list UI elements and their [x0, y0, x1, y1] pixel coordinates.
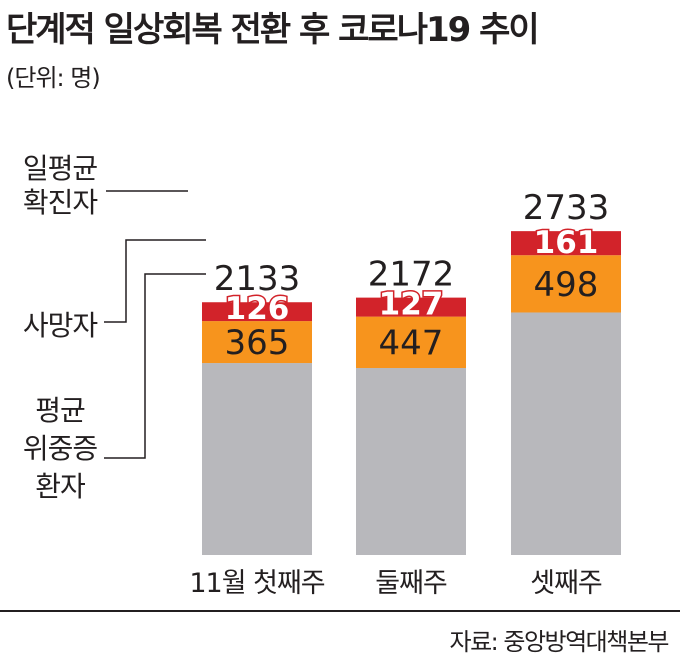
legend-label-severe: 위중증 [23, 432, 98, 465]
bar-segment-total [202, 363, 312, 555]
category-label: 11월 첫째주 [189, 568, 324, 599]
bar-segment-severe [511, 255, 621, 313]
bar-segment-total [511, 312, 621, 555]
data-label-cases: 2733 [523, 188, 610, 228]
data-label-deaths: 127 [379, 287, 444, 323]
data-label-severe: 365 [225, 323, 290, 363]
data-label-severe: 498 [534, 265, 599, 305]
bar-segment-severe [202, 321, 312, 364]
bar-segment-deaths [511, 231, 621, 256]
legend-label-severe: 환자 [35, 470, 85, 503]
legend-label-severe: 평균 [35, 394, 85, 427]
data-label-cases: 2172 [368, 255, 455, 295]
data-label-deaths: 126 [225, 291, 290, 327]
source-divider [0, 610, 680, 612]
legend-label-cases: 확진자 [23, 186, 98, 219]
bar-segment-deaths [202, 302, 312, 322]
data-label-severe: 447 [379, 323, 444, 363]
unit-label: (단위: 명) [6, 64, 101, 92]
category-label: 둘째주 [375, 568, 447, 599]
data-label-deaths: 161 [534, 225, 599, 261]
legend-label-cases: 일평균 [23, 152, 98, 185]
data-label-cases: 2133 [214, 259, 301, 299]
bar-segment-deaths [356, 297, 466, 317]
bar-segment-total [356, 368, 466, 555]
leader-line-severe [104, 273, 206, 459]
category-label: 셋째주 [530, 568, 602, 599]
legend-label-deaths: 사망자 [23, 309, 98, 342]
leader-line-deaths [104, 239, 206, 323]
chart-title: 단계적 일상회복 전환 후 코로나19 추이 [6, 10, 540, 50]
bar-segment-severe [356, 316, 466, 369]
source-note: 자료: 중앙방역대책본부 [449, 628, 669, 656]
